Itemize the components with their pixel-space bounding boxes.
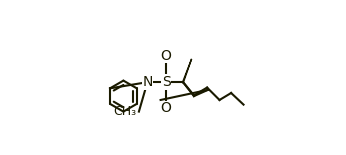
Text: O: O [161,49,172,63]
Polygon shape [183,59,192,83]
Text: S: S [162,75,170,89]
Text: O: O [161,102,172,115]
Text: CH₃: CH₃ [113,105,137,118]
Text: N: N [142,75,153,89]
